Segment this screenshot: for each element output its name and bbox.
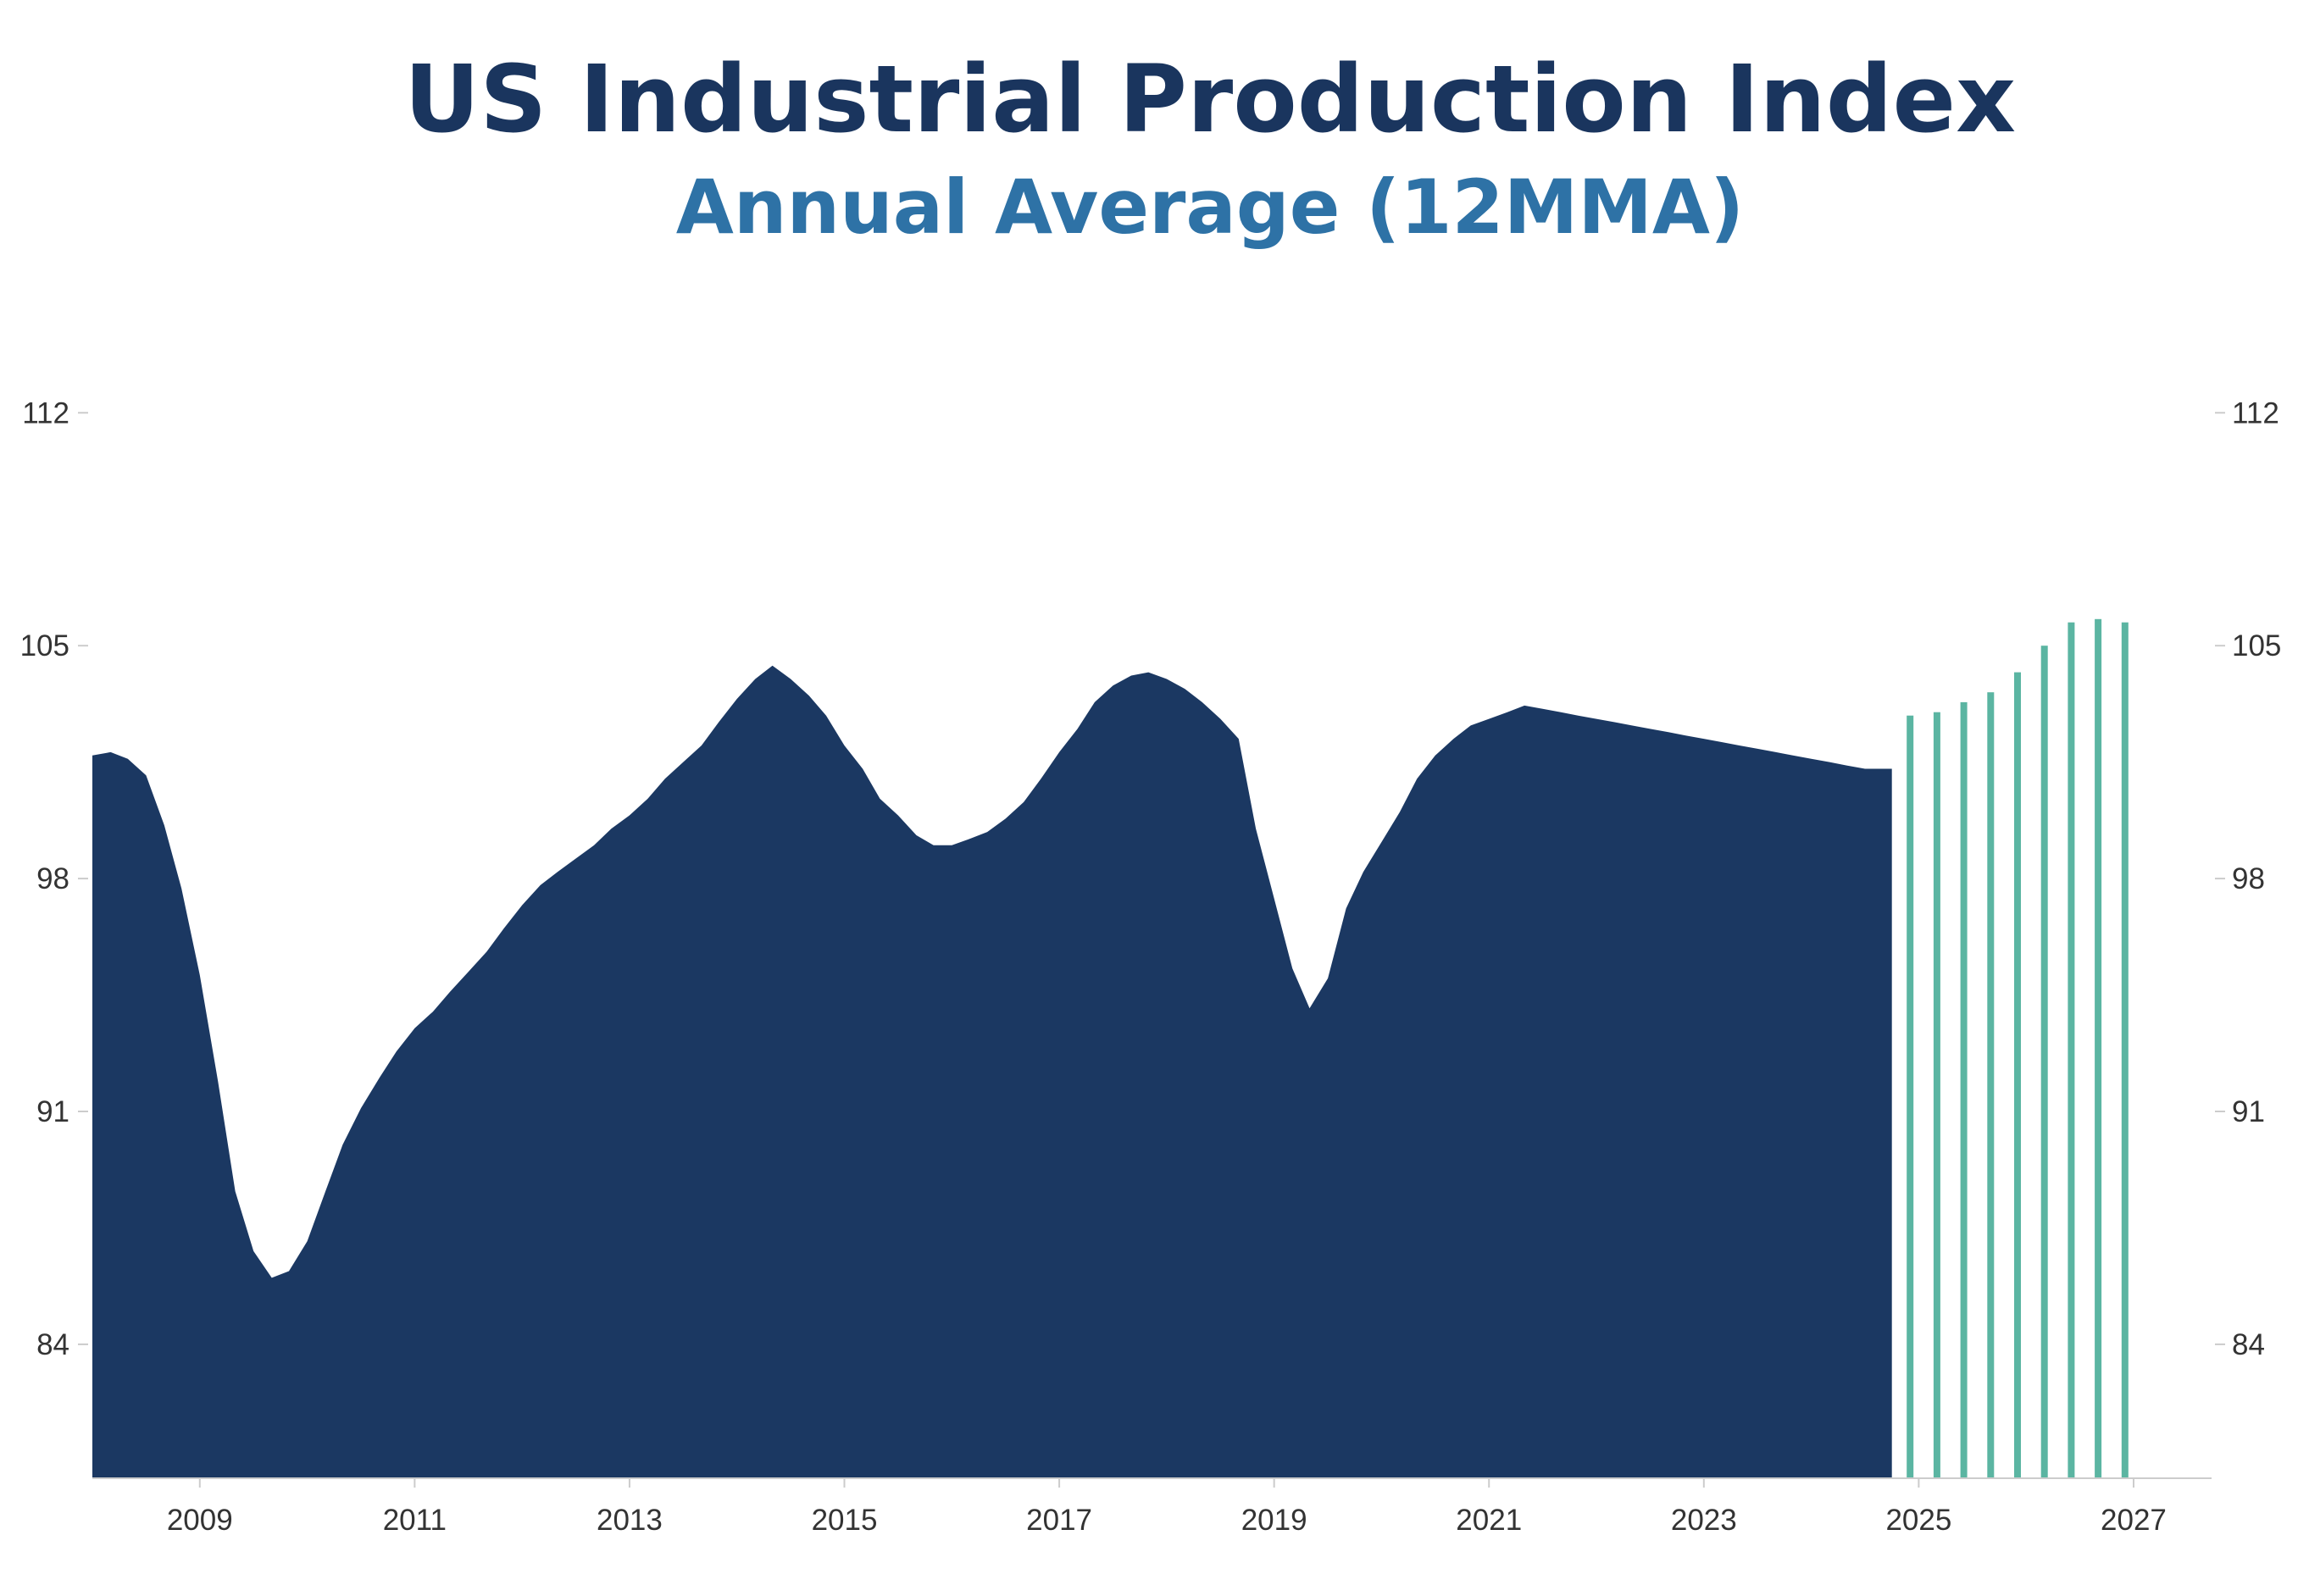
forecast-bar xyxy=(1907,715,1914,1477)
forecast-bar xyxy=(2040,646,2048,1477)
x-tick-label: 2019 xyxy=(1241,1504,1307,1537)
x-tick-label: 2017 xyxy=(1026,1504,1092,1537)
y-tick-label-left: 84 xyxy=(36,1328,69,1361)
y-tick-label-left: 91 xyxy=(36,1095,69,1128)
forecast-bar xyxy=(2121,622,2129,1477)
x-tick-label: 2013 xyxy=(597,1504,663,1537)
y-tick-label-left: 112 xyxy=(22,396,69,429)
chart-subtitle: Annual Average (12MMA) xyxy=(676,163,1745,251)
plot-area xyxy=(92,618,2129,1477)
y-tick-label-right: 91 xyxy=(2232,1095,2265,1128)
forecast-bar xyxy=(2014,672,2021,1477)
axes: 2009 2011 2013 2015 2017 2019 2021 2023 2025 2027… xyxy=(20,396,2282,1537)
forecast-bar xyxy=(1987,692,1995,1477)
forecast-bar xyxy=(1960,701,1968,1477)
y-tick-label-left: 98 xyxy=(36,862,69,895)
x-tick-label: 2015 xyxy=(812,1504,878,1537)
x-tick-label: 2011 xyxy=(383,1504,447,1537)
y-tick-label-right: 112 xyxy=(2232,396,2279,429)
x-tick-label: 2021 xyxy=(1456,1504,1522,1537)
y-tick-label-left: 105 xyxy=(20,629,69,662)
forecast-bar xyxy=(2095,618,2102,1477)
x-tick-label: 2025 xyxy=(1885,1504,1951,1537)
forecast-bar xyxy=(1933,712,1940,1477)
area-series xyxy=(92,665,1892,1477)
x-tick-label: 2023 xyxy=(1671,1504,1737,1537)
x-tick-label: 2009 xyxy=(167,1504,233,1537)
y-tick-label-right: 105 xyxy=(2232,629,2281,662)
chart-title: US Industrial Production Index xyxy=(404,45,2016,153)
forecast-bar xyxy=(2068,622,2075,1477)
y-tick-label-right: 84 xyxy=(2232,1328,2265,1361)
x-tick-label: 2027 xyxy=(2101,1504,2167,1537)
y-tick-label-right: 98 xyxy=(2232,862,2265,895)
